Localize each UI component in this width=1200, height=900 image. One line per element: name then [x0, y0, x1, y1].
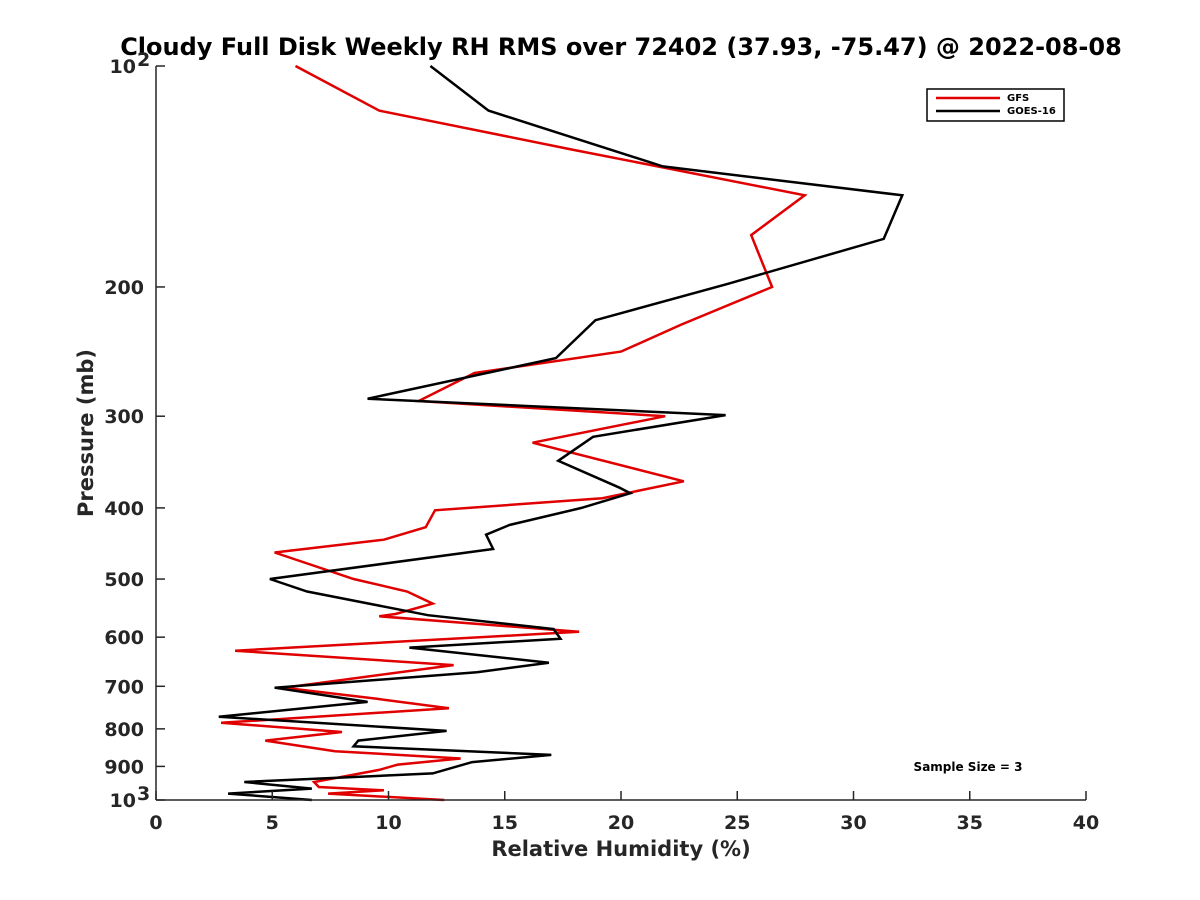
x-tick-label: 30: [840, 812, 866, 834]
y-tick-label: 400: [104, 498, 144, 520]
y-tick-label: 500: [104, 569, 144, 591]
legend-label-goes16: GOES-16: [1007, 106, 1056, 117]
y-tick-label: 300: [104, 406, 144, 428]
x-tick-label: 25: [724, 812, 750, 834]
y-tick-label: 700: [104, 676, 144, 698]
y-tick-exponent: 2: [137, 49, 150, 71]
x-tick-label: 5: [266, 812, 279, 834]
x-tick-label: 15: [492, 812, 518, 834]
sample-size-note: Sample Size = 3: [914, 760, 1023, 774]
x-tick-label: 35: [957, 812, 983, 834]
y-tick-label: 800: [104, 719, 144, 741]
y-tick-exponent: 3: [137, 783, 150, 805]
y-tick-label: 10: [110, 56, 136, 78]
x-tick-label: 10: [375, 812, 401, 834]
y-tick-label: 900: [104, 756, 144, 778]
legend-label-gfs: GFS: [1007, 93, 1029, 104]
legend-box: [926, 88, 1065, 122]
y-tick-label: 200: [104, 277, 144, 299]
x-tick-label: 0: [149, 812, 162, 834]
x-tick-label: 20: [608, 812, 634, 834]
chart-title: Cloudy Full Disk Weekly RH RMS over 7240…: [120, 33, 1122, 61]
series-line-gfs: [221, 64, 808, 802]
series-line-goes16: [218, 65, 905, 802]
y-tick-label: 10: [110, 790, 136, 812]
legend: GFS GOES-16: [926, 88, 1065, 122]
x-axis-label: Relative Humidity (%): [491, 837, 750, 861]
y-axis-label: Pressure (mb): [74, 349, 98, 517]
x-tick-label: 40: [1073, 812, 1099, 834]
y-tick-label: 600: [104, 627, 144, 649]
